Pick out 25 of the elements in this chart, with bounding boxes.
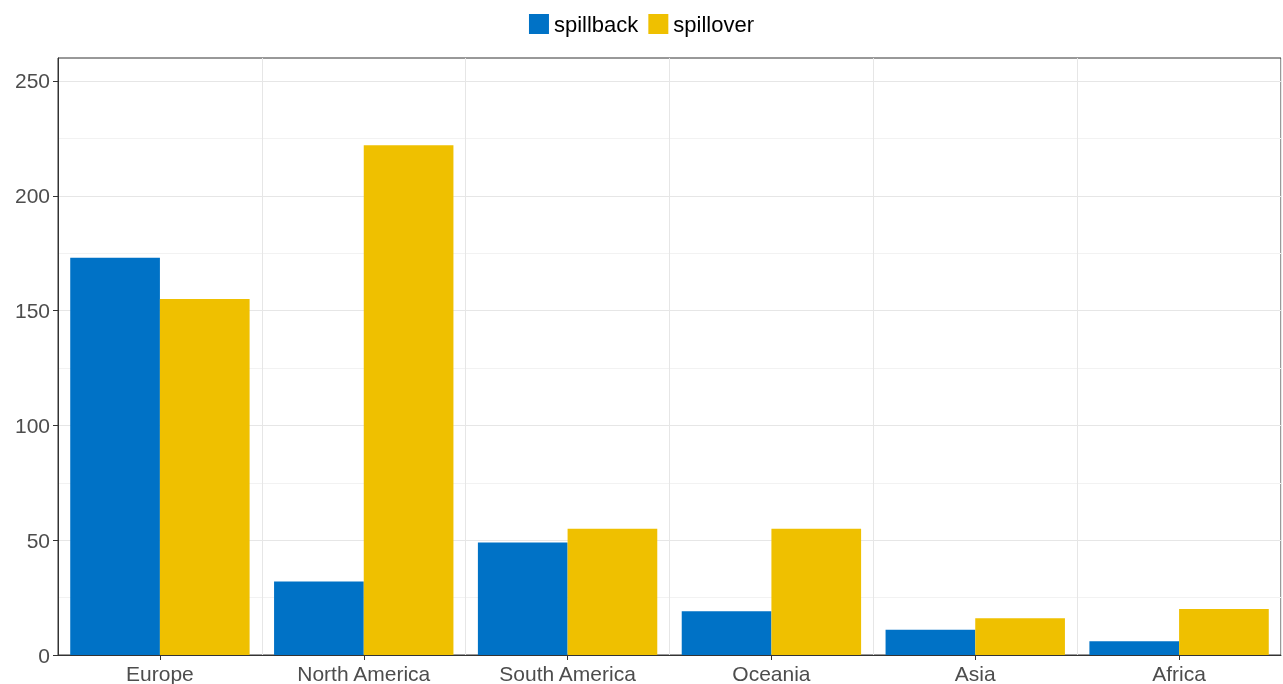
x-tick-label: South America bbox=[499, 662, 637, 684]
x-tick-label: Africa bbox=[1152, 662, 1207, 684]
bar bbox=[1179, 609, 1269, 655]
bar bbox=[681, 611, 772, 655]
x-tick-label: Asia bbox=[954, 662, 996, 684]
bar bbox=[567, 528, 658, 655]
bar bbox=[885, 629, 976, 655]
x-tick-label: North America bbox=[297, 662, 431, 684]
y-tick-label: 0 bbox=[38, 643, 50, 667]
y-tick-label: 100 bbox=[14, 413, 50, 437]
bar bbox=[975, 618, 1065, 655]
y-tick-label: 250 bbox=[14, 69, 50, 93]
y-tick-label: 150 bbox=[14, 299, 50, 323]
legend-label: spillback bbox=[553, 11, 640, 37]
legend-label: spillover bbox=[673, 11, 755, 37]
y-tick-label: 200 bbox=[14, 184, 50, 208]
y-tick-label: 50 bbox=[26, 528, 50, 552]
bar bbox=[70, 257, 160, 655]
x-tick-label: Oceania bbox=[732, 662, 811, 684]
bar bbox=[159, 299, 250, 655]
bar bbox=[363, 145, 454, 655]
bar bbox=[1089, 641, 1180, 655]
bar bbox=[274, 581, 364, 655]
bar bbox=[477, 542, 568, 655]
bar bbox=[771, 528, 862, 655]
